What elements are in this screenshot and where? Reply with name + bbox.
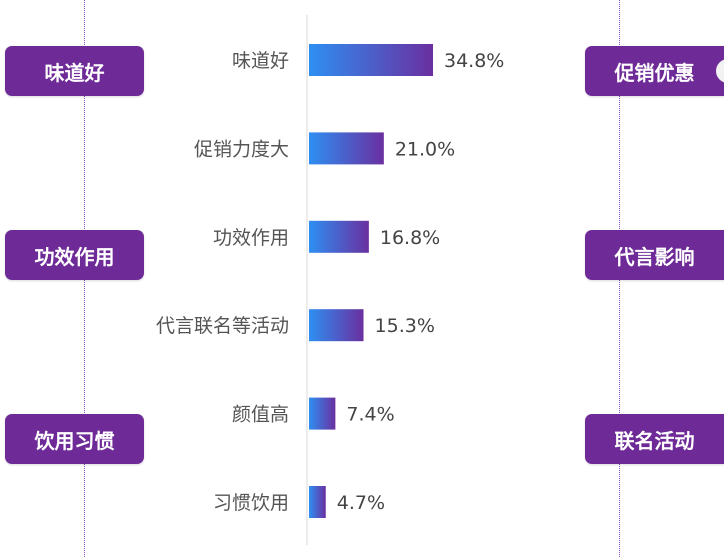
value-label-5: 4.7% [337, 492, 385, 514]
value-label-0: 34.8% [444, 50, 504, 72]
category-label-5: 习惯饮用 [213, 492, 289, 514]
left-tag-habit: 饮用习惯 [5, 414, 144, 464]
category-label-1: 促销力度大 [194, 138, 289, 160]
bar-3 [309, 309, 364, 342]
bar-4 [309, 397, 336, 430]
bar-1 [309, 132, 384, 165]
left-tag-efficacy: 功效作用 [5, 230, 144, 280]
bar-2 [309, 220, 369, 253]
value-label-1: 21.0% [395, 138, 455, 160]
tag-edge-decoration [716, 59, 724, 83]
value-label-4: 7.4% [346, 404, 394, 426]
category-label-3: 代言联名等活动 [156, 315, 289, 337]
bar-5 [309, 486, 326, 518]
category-label-2: 功效作用 [213, 227, 289, 249]
right-tag-promotion: 促销优惠 [585, 46, 724, 96]
category-label-4: 颜值高 [232, 404, 289, 426]
category-label-0: 味道好 [232, 50, 289, 72]
bar-0 [309, 44, 433, 76]
right-tag-collab: 联名活动 [585, 414, 724, 464]
right-tag-endorsement: 代言影响 [585, 230, 724, 280]
value-label-2: 16.8% [380, 227, 440, 249]
value-label-3: 15.3% [375, 315, 435, 337]
left-tag-taste: 味道好 [5, 46, 144, 96]
